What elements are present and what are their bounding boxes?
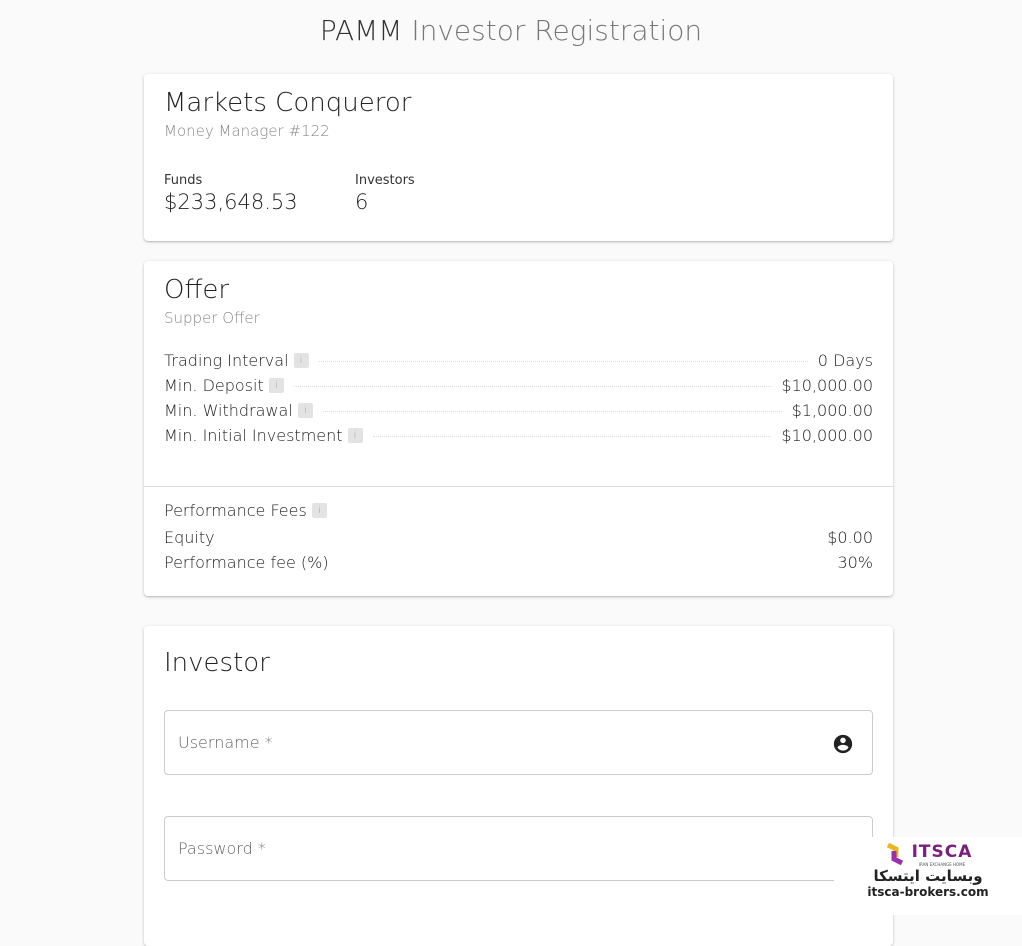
row-label: Min. Deposit bbox=[164, 376, 264, 395]
offer-row: Min. Withdrawal i $1,000.00 bbox=[164, 398, 873, 423]
dotted-leader bbox=[322, 410, 782, 412]
funds-value: $233,648.53 bbox=[164, 190, 298, 214]
offer-row: Trading Interval i 0 Days bbox=[164, 348, 873, 373]
row-label: Performance fee (%) bbox=[164, 553, 329, 572]
investors-label: Investors bbox=[355, 173, 415, 188]
itsca-logo-icon bbox=[886, 842, 903, 866]
brand-tagline: IRAN EXCHANGE HOME bbox=[918, 861, 966, 867]
row-value: $10,000.00 bbox=[781, 426, 873, 445]
dotted-leader bbox=[293, 385, 772, 387]
offer-card: Offer Supper Offer Trading Interval i 0 Da… bbox=[144, 261, 893, 596]
fees-title: Performance Fees bbox=[164, 501, 307, 520]
dotted-leader bbox=[372, 435, 772, 437]
info-icon[interactable]: i bbox=[268, 378, 284, 393]
row-label: Equity bbox=[164, 528, 215, 547]
offer-title: Offer bbox=[164, 275, 230, 305]
watermark-url: itsca-brokers.com bbox=[867, 885, 989, 899]
offer-row: Min. Deposit i $10,000.00 bbox=[164, 373, 873, 398]
manager-card: Markets Conqueror Money Manager #122 Fun… bbox=[144, 74, 893, 241]
funds-label: Funds bbox=[164, 173, 203, 188]
offer-subtitle: Supper Offer bbox=[164, 309, 260, 327]
password-placeholder: Password * bbox=[178, 839, 266, 858]
row-value: 30% bbox=[837, 553, 873, 572]
brand-text: ITSCA bbox=[911, 841, 973, 862]
row-value: 0 Days bbox=[817, 351, 873, 370]
fee-row: Equity $0.00 bbox=[164, 525, 873, 550]
info-icon[interactable]: i bbox=[297, 403, 313, 418]
dotted-leader bbox=[318, 360, 808, 362]
investor-card: Investor Username * Password * bbox=[144, 626, 893, 946]
row-value: $0.00 bbox=[827, 528, 873, 547]
info-icon[interactable]: i bbox=[293, 353, 309, 368]
username-input[interactable]: Username * bbox=[164, 710, 873, 775]
info-icon[interactable]: i bbox=[347, 428, 363, 443]
fee-row: Performance fee (%) 30% bbox=[164, 550, 873, 575]
row-value: $1,000.00 bbox=[791, 401, 873, 420]
row-value: $10,000.00 bbox=[781, 376, 873, 395]
investor-title: Investor bbox=[164, 648, 270, 678]
fees-heading: Performance Fees i bbox=[164, 498, 873, 523]
funds-stat: Funds $233,648.53 bbox=[164, 173, 298, 214]
username-placeholder: Username * bbox=[178, 733, 273, 752]
manager-id: Money Manager #122 bbox=[164, 122, 330, 140]
manager-name: Markets Conqueror bbox=[164, 88, 412, 118]
page-title: PAMM Investor Registration bbox=[319, 14, 703, 47]
password-input[interactable]: Password * bbox=[164, 816, 873, 881]
offer-row: Min. Initial Investment i $10,000.00 bbox=[164, 423, 873, 448]
investors-value: 6 bbox=[355, 190, 369, 214]
itsca-watermark: ITSCA IRAN EXCHANGE HOME وبسایت ایتسکا it… bbox=[834, 837, 1022, 915]
row-label: Min. Initial Investment bbox=[164, 426, 343, 445]
investors-stat: Investors 6 bbox=[355, 173, 415, 214]
divider bbox=[144, 486, 893, 487]
info-icon[interactable]: i bbox=[311, 503, 327, 518]
row-label: Trading Interval bbox=[164, 351, 289, 370]
account-circle-icon bbox=[833, 734, 853, 754]
row-label: Min. Withdrawal bbox=[164, 401, 293, 420]
watermark-fa: وبسایت ایتسکا bbox=[873, 867, 983, 885]
